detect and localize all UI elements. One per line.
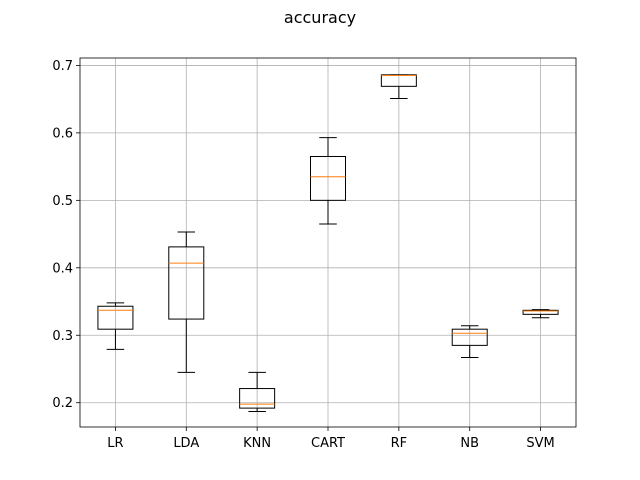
box-body	[310, 155, 346, 201]
grid-layer	[80, 58, 576, 427]
box-body	[168, 246, 205, 320]
x-tick-label: NB	[460, 436, 479, 451]
box-svm	[522, 309, 559, 319]
x-tick-label: RF	[391, 436, 408, 451]
box-body	[451, 328, 488, 346]
chart-title: accuracy	[284, 8, 356, 27]
box-cart	[310, 137, 346, 225]
box-nb	[451, 325, 488, 359]
box-lda	[168, 231, 205, 373]
box-body	[522, 309, 559, 315]
y-tick-label: 0.6	[52, 126, 73, 141]
box-body	[239, 388, 276, 409]
box-layer	[97, 74, 559, 412]
y-tick-label: 0.5	[52, 194, 73, 209]
y-tick-label: 0.2	[52, 396, 73, 411]
axis-layer: 0.2 0.3 0.4 0.5 0.6 0.7 LR LDA KNN CART RF NB SVM	[52, 57, 577, 451]
x-tick-label: LR	[107, 436, 123, 451]
x-tick-label: KNN	[243, 436, 271, 451]
box-lr	[97, 302, 134, 350]
x-tick-label: LDA	[173, 436, 199, 451]
x-tick-label: SVM	[526, 436, 554, 451]
y-tick-label: 0.3	[52, 329, 73, 344]
x-tick-label: CART	[311, 436, 345, 451]
box-body	[380, 74, 417, 87]
box-rf	[380, 74, 417, 99]
y-tick-label: 0.4	[52, 261, 73, 276]
box-body	[97, 305, 134, 330]
box-knn	[239, 371, 276, 412]
y-tick-label: 0.7	[52, 59, 73, 74]
